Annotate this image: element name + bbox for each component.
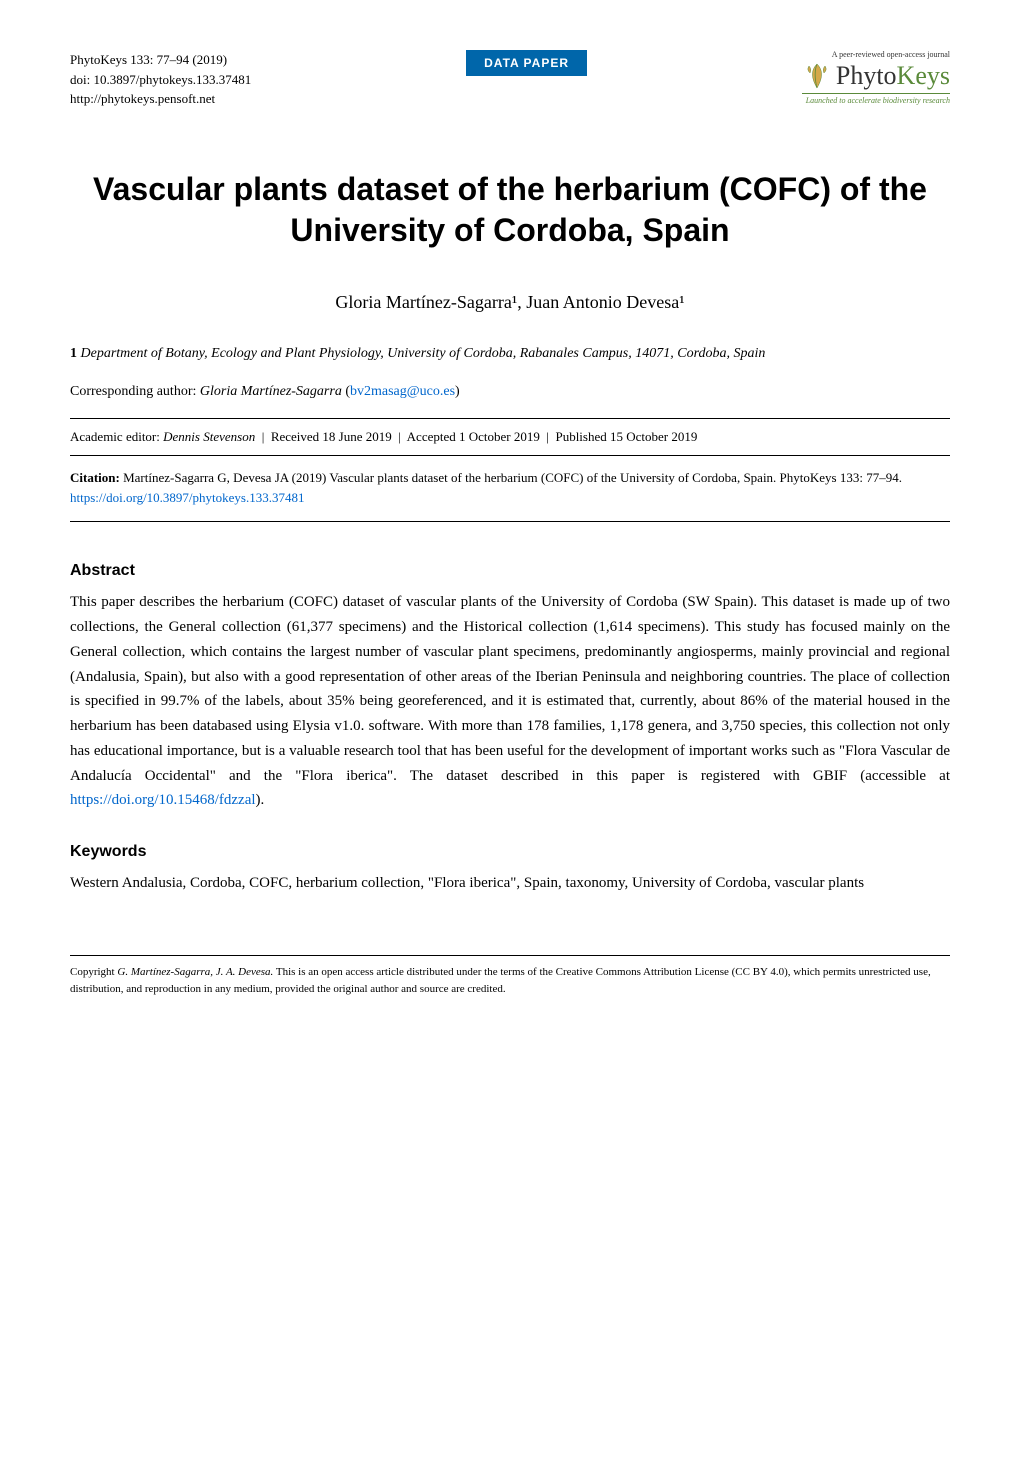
journal-citation: PhytoKeys 133: 77–94 (2019) (70, 50, 251, 70)
abstract-gbif-link[interactable]: https://doi.org/10.15468/fdzzal (70, 792, 256, 808)
logo-tagline-bottom: Launched to accelerate biodiversity rese… (802, 93, 950, 105)
received-date: Received 18 June 2019 (271, 429, 392, 444)
copyright-holders: G. Martínez-Sagarra, J. A. Devesa. (117, 966, 273, 978)
corresponding-author: Corresponding author: Gloria Martínez-Sa… (70, 384, 950, 400)
page-header: PhytoKeys 133: 77–94 (2019) doi: 10.3897… (70, 50, 950, 109)
journal-logo: A peer-reviewed open-access journal Phyt… (802, 50, 950, 105)
affiliation-number: 1 (70, 346, 77, 361)
editorial-info: Academic editor: Dennis Stevenson | Rece… (70, 418, 950, 456)
leaf-icon (802, 61, 832, 91)
header-meta: PhytoKeys 133: 77–94 (2019) doi: 10.3897… (70, 50, 251, 109)
editor-name: Dennis Stevenson (163, 429, 255, 444)
article-type-badge: DATA PAPER (466, 50, 587, 76)
abstract-text-1: This paper describes the herbarium (COFC… (70, 594, 950, 783)
keywords-body: Western Andalusia, Cordoba, COFC, herbar… (70, 871, 950, 895)
corresponding-label: Corresponding author: (70, 384, 200, 399)
journal-url: http://phytokeys.pensoft.net (70, 89, 251, 109)
authors: Gloria Martínez-Sagarra¹, Juan Antonio D… (70, 292, 950, 313)
citation-label: Citation: (70, 470, 120, 485)
citation-doi-link[interactable]: https://doi.org/10.3897/phytokeys.133.37… (70, 490, 305, 505)
citation-text: Martínez-Sagarra G, Devesa JA (2019) Vas… (120, 470, 902, 485)
logo-tagline-top: A peer-reviewed open-access journal (802, 50, 950, 59)
logo-text: PhytoKeys (836, 61, 950, 91)
article-title: Vascular plants dataset of the herbarium… (70, 169, 950, 252)
copyright-footer: Copyright G. Martínez-Sagarra, J. A. Dev… (70, 955, 950, 997)
keywords-heading: Keywords (70, 843, 950, 861)
editor-label: Academic editor: (70, 429, 163, 444)
abstract-heading: Abstract (70, 562, 950, 580)
accepted-date: Accepted 1 October 2019 (407, 429, 540, 444)
corresponding-email[interactable]: bv2masag@uco.es (350, 384, 455, 399)
published-date: Published 15 October 2019 (555, 429, 697, 444)
abstract-body: This paper describes the herbarium (COFC… (70, 590, 950, 813)
affiliation: 1 Department of Botany, Ecology and Plan… (70, 343, 950, 364)
doi-line: doi: 10.3897/phytokeys.133.37481 (70, 70, 251, 90)
corresponding-name: Gloria Martínez-Sagarra (200, 384, 342, 399)
logo-main: PhytoKeys (802, 61, 950, 91)
copyright-label: Copyright (70, 966, 117, 978)
citation-box: Citation: Martínez-Sagarra G, Devesa JA … (70, 468, 950, 523)
abstract-text-2: ). (256, 792, 265, 808)
